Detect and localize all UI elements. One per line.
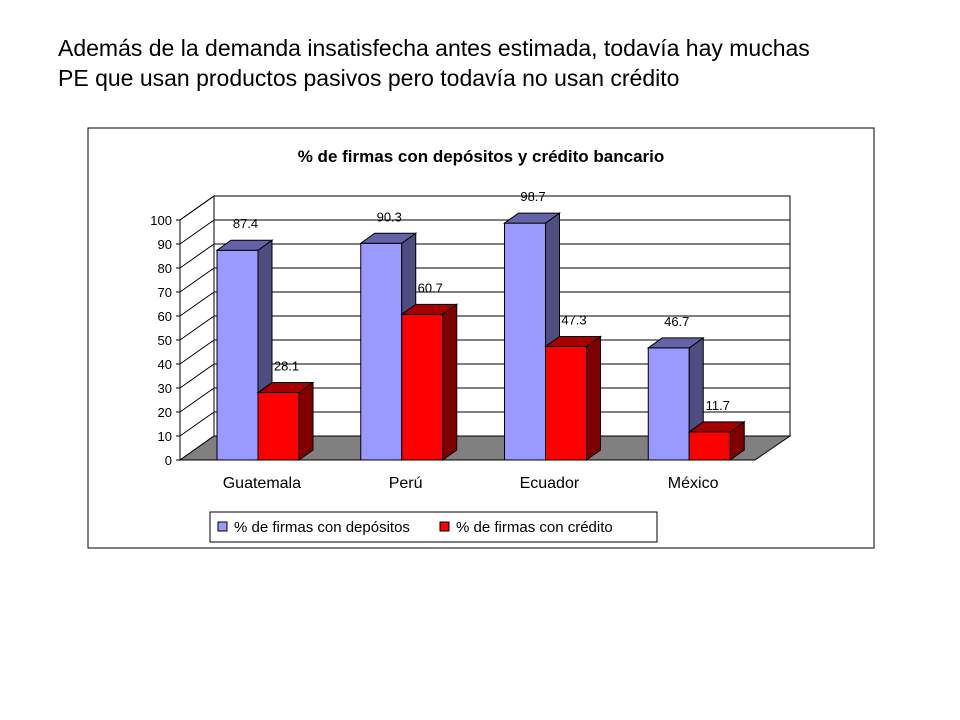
bar-side xyxy=(298,381,314,461)
y-tick-label: 20 xyxy=(158,405,172,420)
y-tick-label: 10 xyxy=(158,429,172,444)
bar-top xyxy=(687,421,746,433)
legend-entry: % de firmas con crédito xyxy=(456,519,613,536)
y-tick-label: 70 xyxy=(158,285,172,300)
legend-swatch xyxy=(217,521,228,532)
x-tick-label: Ecuador xyxy=(520,475,580,492)
chart-legend: % de firmas con depósitos % de firmas con… xyxy=(209,511,658,543)
bar-top xyxy=(215,239,274,251)
plot-area: 0 10 20 30 40 50 60 70 80 90 100 87.4 28.1 Guatemala 9… xyxy=(150,189,792,492)
bar-top xyxy=(359,232,418,244)
legend-swatch xyxy=(439,521,450,532)
data-label: 90.3 xyxy=(377,209,402,224)
data-label: 47.3 xyxy=(561,312,586,327)
y-tick-label: 40 xyxy=(158,357,172,372)
gridline xyxy=(179,267,790,293)
slide-headline: Además de la demanda insatisfecha antes … xyxy=(58,33,948,93)
bar-credit-0 xyxy=(257,392,300,461)
headline-line-1: Además de la demanda insatisfecha antes … xyxy=(58,35,810,61)
bar-side xyxy=(442,303,458,461)
y-tick-label: 0 xyxy=(165,453,172,468)
data-label: 46.7 xyxy=(664,314,689,329)
bar-top xyxy=(543,335,603,347)
data-label: 60.7 xyxy=(418,280,443,295)
legend-box xyxy=(209,511,658,543)
data-label: 28.1 xyxy=(274,359,299,374)
bar-top xyxy=(502,212,562,224)
bar-credit-2 xyxy=(545,345,587,461)
y-tick-label: 80 xyxy=(158,261,172,276)
y-tick-label: 100 xyxy=(150,213,172,228)
bar-deposits-0 xyxy=(216,249,259,461)
gridline xyxy=(179,315,790,341)
bar-deposits-3 xyxy=(647,347,690,461)
bar-top xyxy=(646,337,705,349)
bar-side xyxy=(586,335,601,461)
x-tick-label: Guatemala xyxy=(223,475,301,492)
y-tick-label: 30 xyxy=(158,381,172,396)
chart-title: % de firmas con depósitos y crédito banc… xyxy=(298,147,665,166)
bar-deposits-2 xyxy=(504,222,546,461)
legend-entry: % de firmas con depósitos xyxy=(234,519,410,536)
y-tick-label: 50 xyxy=(158,333,172,348)
x-tick-label: México xyxy=(668,475,719,492)
bar-credit-1 xyxy=(401,313,444,461)
gridline xyxy=(179,243,790,269)
bar-top xyxy=(400,303,459,315)
gridline xyxy=(179,291,790,317)
bar-top xyxy=(256,382,315,394)
data-label: 98.7 xyxy=(520,189,545,204)
gridline xyxy=(179,219,790,245)
bar-credit-3 xyxy=(688,431,731,461)
y-tick-label: 90 xyxy=(158,237,172,252)
data-label: 87.4 xyxy=(233,216,258,231)
x-tick-label: Perú xyxy=(389,475,423,492)
gridline xyxy=(179,195,790,221)
headline-line-2: PE que usan productos pasivos pero todav… xyxy=(58,65,680,91)
bar-deposits-1 xyxy=(360,242,403,461)
y-tick-label: 60 xyxy=(158,309,172,324)
data-label: 11.7 xyxy=(706,398,730,413)
